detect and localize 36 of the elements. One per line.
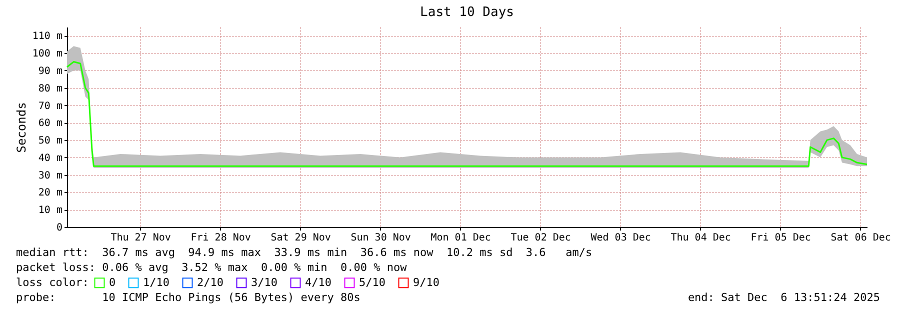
legend-label: 9/10: [413, 276, 440, 289]
y-tick-label: 10 m: [38, 205, 62, 216]
y-tick-label: 0: [56, 222, 62, 234]
x-tick-label: Sat 29 Nov: [270, 232, 331, 244]
y-tick-label: 70 m: [38, 100, 62, 112]
x-tick-label: Fri 28 Nov: [190, 232, 251, 244]
legend-label: 4/10: [305, 276, 332, 289]
y-tick-label: 100 m: [32, 48, 62, 60]
y-tick-label: 110 m: [32, 31, 62, 42]
y-tick-label: 30 m: [38, 170, 62, 182]
chart-title: Last 10 Days: [420, 5, 514, 20]
x-tick-label: Sat 06 Dec: [830, 232, 891, 244]
legend-title: loss color:: [16, 276, 89, 289]
legend-label: 0: [109, 276, 116, 289]
legend-label: 1/10: [143, 276, 170, 289]
x-tick-label: Wed 03 Dec: [590, 232, 651, 244]
legend-label: 5/10: [359, 276, 386, 289]
y-tick-label: 90 m: [38, 66, 62, 77]
x-tick-label: Thu 04 Dec: [670, 232, 731, 244]
y-axis-title: Seconds: [14, 102, 28, 153]
legend-label: 3/10: [251, 276, 278, 289]
y-tick-label: 80 m: [38, 83, 62, 94]
y-tick-label: 20 m: [38, 188, 62, 199]
x-tick-label: Sun 30 Nov: [350, 232, 411, 244]
y-tick-label: 40 m: [38, 152, 62, 164]
y-tick-label: 60 m: [38, 118, 62, 130]
x-tick-label: Thu 27 Nov: [110, 232, 171, 244]
text: packet loss: 0.06 % avg 3.52 % max 0.00 % min 0.00 % now: [16, 261, 408, 274]
text: median rtt: 36.7 ms avg 94.9 ms max 33.9 ms min 36.6 ms now 10.2 ms sd 3.6 am/s: [16, 246, 592, 259]
x-tick-label: Tue 02 Dec: [510, 232, 571, 244]
text: end: Sat Dec 6 13:51:24 2025: [688, 291, 880, 304]
x-tick-label: Mon 01 Dec: [430, 232, 491, 244]
text: probe: 10 ICMP Echo Pings (56 Bytes) every 80s: [16, 291, 360, 304]
legend-label: 2/10: [197, 276, 224, 289]
y-tick-label: 50 m: [38, 136, 62, 147]
x-tick-label: Fri 05 Dec: [750, 232, 811, 244]
